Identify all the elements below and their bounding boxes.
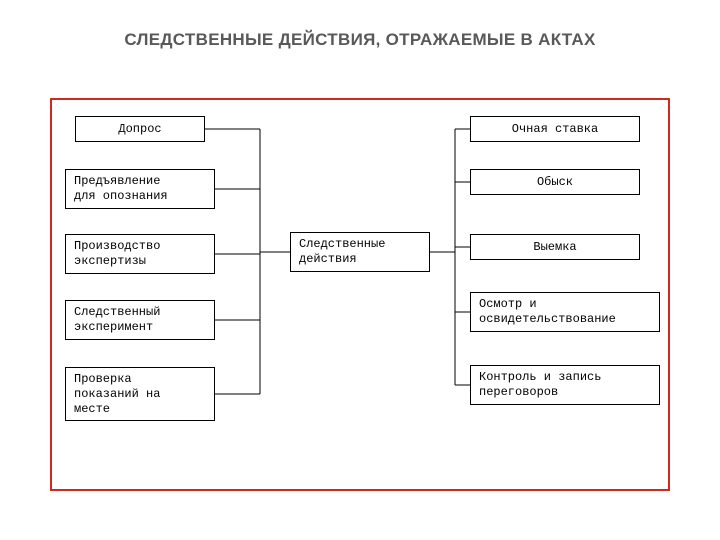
right-node-3: Выемка	[470, 234, 640, 260]
left-node-2: Предъявление для опознания	[65, 169, 215, 209]
right-node-4: Осмотр и освидетельствование	[470, 292, 660, 332]
page-title: СЛЕДСТВЕННЫЕ ДЕЙСТВИЯ, ОТРАЖАЕМЫЕ В АКТА…	[0, 30, 720, 50]
left-node-3: Производство экспертизы	[65, 234, 215, 274]
right-node-1: Очная ставка	[470, 116, 640, 142]
left-node-1: Допрос	[75, 116, 205, 142]
node-label: Осмотр и освидетельствование	[479, 297, 616, 327]
node-label: Следственный эксперимент	[74, 305, 160, 335]
right-node-2: Обыск	[470, 169, 640, 195]
node-label: Обыск	[537, 175, 573, 190]
node-label: Выемка	[533, 240, 576, 255]
node-label: Допрос	[118, 122, 161, 137]
node-label: Производство экспертизы	[74, 239, 160, 269]
page: { "title": { "text": "СЛЕДСТВЕННЫЕ ДЕЙСТ…	[0, 0, 720, 540]
left-node-4: Следственный эксперимент	[65, 300, 215, 340]
node-label: Очная ставка	[512, 122, 598, 137]
node-label: Контроль и запись переговоров	[479, 370, 601, 400]
node-label: Предъявление для опознания	[74, 174, 168, 204]
left-node-5: Проверка показаний на месте	[65, 367, 215, 421]
right-node-5: Контроль и запись переговоров	[470, 365, 660, 405]
center-node: Следственные действия	[290, 232, 430, 272]
node-label: Проверка показаний на месте	[74, 372, 160, 417]
node-label: Следственные действия	[299, 237, 385, 267]
